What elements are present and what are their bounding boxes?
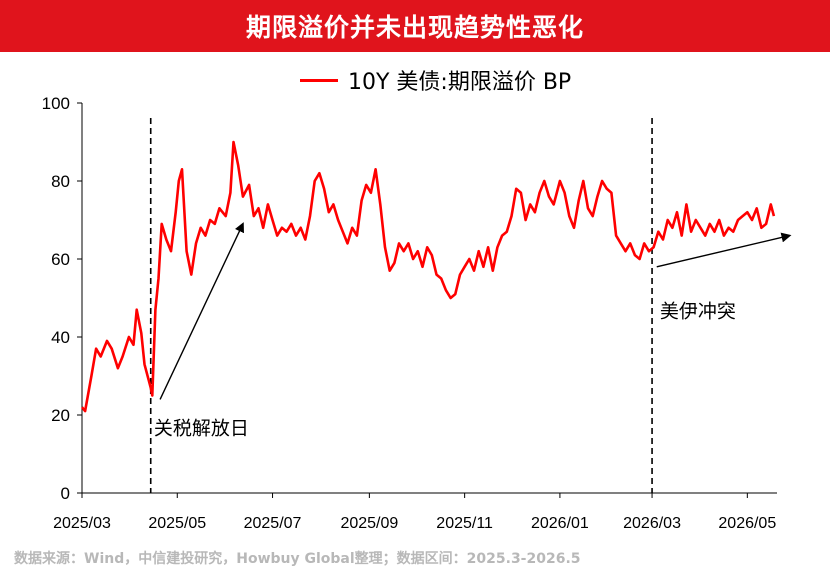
source-note: 数据来源：Wind，中信建投研究，Howbuy Global整理；数据区间：20… (14, 551, 581, 567)
trend-arrow (159, 222, 244, 400)
series-layer (80, 140, 776, 413)
annotation-label: 美伊冲突 (660, 301, 736, 323)
legend-swatch (300, 78, 338, 82)
y-tick-label: 100 (42, 94, 70, 113)
chart-title: 期限溢价并未出现趋势性恶化 (245, 13, 584, 42)
y-tick-label: 40 (51, 328, 70, 347)
chart-title-bar: 期限溢价并未出现趋势性恶化 (0, 0, 830, 52)
trend-arrow (656, 232, 792, 268)
y-tick-label: 20 (51, 406, 70, 425)
x-tick-label: 2026/01 (531, 515, 589, 532)
annotations-layer: 关税解放日 美伊冲突 (154, 301, 736, 440)
x-tick-label: 2025/05 (148, 515, 206, 532)
series-line (80, 140, 776, 413)
y-tick-label: 60 (51, 250, 70, 269)
legend: 10Y 美债:期限溢价 BP (300, 64, 571, 96)
x-tick-label: 2025/11 (436, 515, 493, 532)
x-tick-label: 2025/03 (53, 515, 111, 532)
event-lines (149, 118, 653, 493)
x-tick-label: 2026/05 (718, 515, 776, 532)
x-tick-label: 2026/03 (623, 515, 681, 532)
legend-label: 10Y 美债:期限溢价 BP (348, 70, 572, 95)
y-tick-label: 80 (51, 172, 70, 191)
x-tick-label: 2025/07 (244, 515, 302, 532)
annotation-label: 关税解放日 (154, 418, 249, 440)
arrows-layer (159, 222, 792, 400)
y-tick-label: 0 (61, 484, 70, 503)
axes: 0 20 40 60 80 100 2025/03 2025/05 2025/07 2025/09… (42, 94, 777, 532)
x-tick-label: 2025/09 (340, 515, 398, 532)
